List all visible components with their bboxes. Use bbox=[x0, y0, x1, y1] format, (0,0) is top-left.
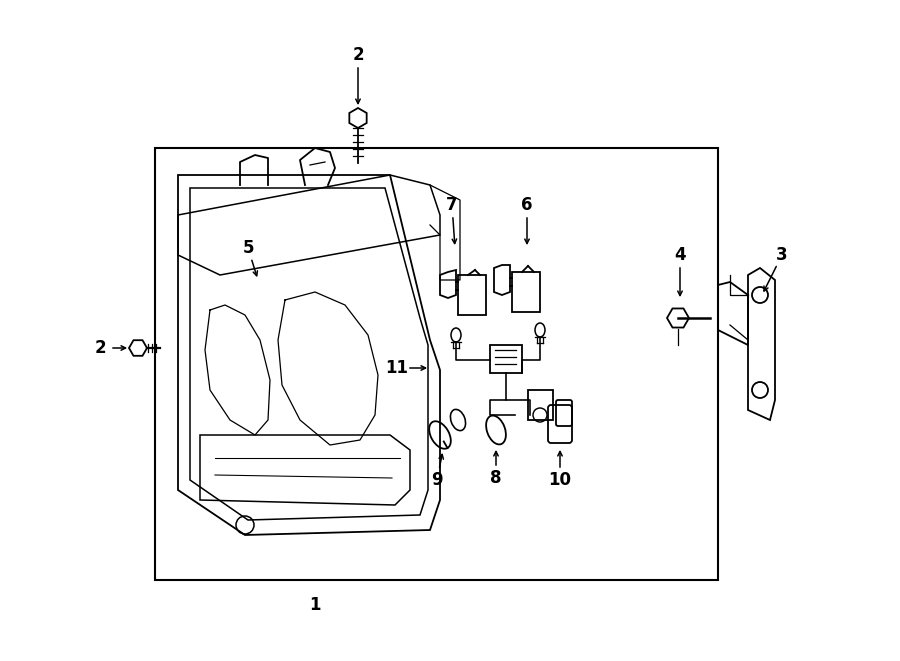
Text: 6: 6 bbox=[521, 196, 533, 214]
Text: 7: 7 bbox=[446, 196, 458, 214]
Text: 2: 2 bbox=[352, 46, 364, 64]
Bar bbox=[155, 148, 718, 580]
Bar bbox=[512, 272, 540, 312]
Bar bbox=[528, 390, 553, 420]
Bar bbox=[490, 345, 522, 373]
Text: 3: 3 bbox=[776, 246, 788, 264]
Ellipse shape bbox=[451, 328, 461, 342]
Text: 4: 4 bbox=[674, 246, 686, 264]
Text: 9: 9 bbox=[431, 471, 443, 489]
Text: 8: 8 bbox=[491, 469, 502, 487]
Text: 1: 1 bbox=[310, 596, 320, 614]
Text: 2: 2 bbox=[94, 339, 106, 357]
Text: 10: 10 bbox=[548, 471, 572, 489]
Ellipse shape bbox=[535, 323, 545, 337]
Bar bbox=[458, 275, 486, 315]
Text: 11: 11 bbox=[385, 359, 409, 377]
Text: 5: 5 bbox=[242, 239, 254, 257]
